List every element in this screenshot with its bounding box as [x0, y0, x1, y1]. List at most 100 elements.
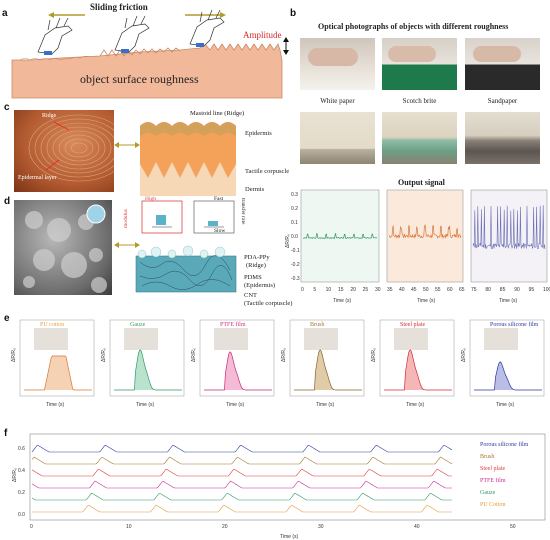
pda-pdms-structure — [135, 245, 237, 293]
material-name: Gauze — [130, 322, 146, 328]
b-xtick: 10 — [326, 287, 332, 293]
b-xtick: 65 — [459, 287, 465, 293]
pda-sub-label: (Ridge) — [246, 262, 266, 269]
f-series-line — [31, 468, 452, 477]
f-xtick: 40 — [414, 524, 420, 530]
b-xtick: 55 — [435, 287, 441, 293]
material-panel-pu-cotton: ΔR/R₀ Time (s) PU cotton — [10, 318, 96, 410]
e-xlabel: Time (s) — [136, 402, 154, 408]
b-ylabel: ΔR/R₀ — [285, 234, 291, 248]
e-xlabel: Time (s) — [496, 402, 514, 408]
panel-d-letter: d — [4, 196, 11, 207]
e-ylabel: ΔR/R₀ — [281, 348, 287, 362]
panel-f-chart: ΔR/R₀ 0.0 0.2 0.4 0.6 0 10 20 30 40 50 Porous si… — [12, 433, 546, 540]
material-name: PU cotton — [40, 322, 65, 328]
mastoid-label: Mastoid line (Ridge) — [190, 110, 245, 117]
epidermis-label: Epidermis — [245, 130, 272, 137]
material-name: Brush — [310, 322, 325, 328]
sandpaper-micro — [465, 112, 540, 164]
b-xlabel-1: Time (s) — [333, 298, 351, 304]
epidermal-label: Epidermal layer — [18, 175, 57, 181]
material-panel-porous-silicone-film: ΔR/R₀ Time (s) Porous silicone film — [460, 318, 546, 410]
panel-c-letter: c — [4, 102, 10, 113]
f-ytick: 0.6 — [18, 446, 25, 452]
f-xtick: 10 — [126, 524, 132, 530]
transfer-label: transfer rate — [240, 198, 246, 225]
b-xtick: 90 — [514, 287, 520, 293]
sandpaper-photo — [465, 38, 540, 90]
output-signal-plots: ΔR/R₀ 0.3 0.2 0.1 0.0 -0.1 -0.2 -0.3 0 5 10 15 20 2… — [285, 189, 550, 304]
f-series-line — [31, 492, 452, 501]
panel-b-letter: b — [290, 8, 297, 19]
b-xtick: 60 — [447, 287, 453, 293]
panel-b-title: Optical photographs of objects with diff… — [318, 22, 509, 31]
f-legend-item: Steel plate — [480, 466, 505, 472]
b-ytick: -0.2 — [291, 262, 300, 268]
f-ytick: 0.4 — [18, 468, 25, 474]
material-panel-ptfe-film: ΔR/R₀ Time (s) PTFE film — [190, 318, 276, 410]
panel-a-letter: a — [2, 8, 8, 19]
b-xtick: 35 — [387, 287, 393, 293]
f-xlabel: Time (s) — [280, 534, 298, 540]
b-ytick: 0.2 — [291, 206, 298, 212]
f-legend-item: Porous silicone film — [480, 441, 529, 448]
f-legend-item: Gauze — [480, 490, 496, 496]
f-legend-item: PU Cotton — [480, 502, 506, 508]
b-ytick: 0.0 — [291, 234, 298, 240]
amplitude-label: Amplitude — [243, 30, 282, 40]
b-xtick: 20 — [350, 287, 356, 293]
panel-a-diagram — [11, 9, 289, 99]
fingerprint-photo — [14, 110, 130, 192]
b-xtick: 5 — [313, 287, 316, 293]
surface-label: object surface roughness — [80, 72, 199, 86]
f-series-line — [31, 480, 452, 489]
scotch-brite-micro — [382, 112, 457, 164]
b-xtick: 45 — [411, 287, 417, 293]
f-series-line — [31, 444, 453, 453]
b-xtick: 40 — [399, 287, 405, 293]
f-ytick: 0.0 — [18, 512, 25, 518]
b-xtick: 30 — [375, 287, 381, 293]
f-xtick: 20 — [222, 524, 228, 530]
e-ylabel: ΔR/R₀ — [101, 348, 107, 362]
b-xtick: 0 — [301, 287, 304, 293]
e-ylabel: ΔR/R₀ — [461, 348, 467, 362]
b-xlabel-3: Time (s) — [499, 298, 517, 304]
sem-image — [14, 200, 112, 295]
e-xlabel: Time (s) — [226, 402, 244, 408]
b-xtick: 85 — [500, 287, 506, 293]
pda-label: PDA-PPy — [244, 254, 270, 261]
skin-diagram — [140, 122, 236, 196]
modulus-label: modulus — [123, 209, 129, 228]
f-legend-item: Brush — [480, 454, 494, 460]
c-double-arrow — [114, 142, 140, 148]
f-legend-item: PTFE film — [480, 477, 506, 484]
e-ylabel: ΔR/R₀ — [191, 348, 197, 362]
dermis-label: Dermis — [245, 186, 265, 193]
b-xtick: 15 — [338, 287, 344, 293]
b-ytick: 0.1 — [291, 220, 298, 226]
modulus-schematic — [141, 200, 235, 234]
e-xlabel: Time (s) — [316, 402, 334, 408]
material-name: PTFE film — [220, 322, 246, 328]
slow-label: Slow — [214, 228, 226, 234]
e-ylabel: ΔR/R₀ — [11, 348, 17, 362]
high-label: High — [145, 196, 156, 202]
panel-f-letter: f — [4, 428, 8, 439]
b-ytick: -0.1 — [291, 248, 300, 254]
tactile-label: Tactile corpuscle — [245, 168, 290, 175]
b-xtick: 25 — [363, 287, 369, 293]
material-panel-brush: ΔR/R₀ Time (s) Brush — [280, 318, 366, 410]
pdms-label: PDMS — [244, 274, 262, 281]
b-xtick: 100 — [543, 287, 550, 293]
material-panel-gauze: ΔR/R₀ Time (s) Gauze — [100, 318, 186, 410]
white-paper-micro — [300, 112, 375, 164]
sliding-friction-title: Sliding friction — [90, 2, 148, 12]
d-double-arrow — [114, 242, 140, 248]
b-xlabel-2: Time (s) — [417, 298, 435, 304]
ridge-label: Ridge — [42, 113, 57, 119]
white-paper-photo — [300, 38, 375, 90]
cnt-sub-label: (Tactile corpuscle) — [244, 300, 293, 307]
f-ytick: 0.2 — [18, 490, 25, 496]
e-xlabel: Time (s) — [46, 402, 64, 408]
